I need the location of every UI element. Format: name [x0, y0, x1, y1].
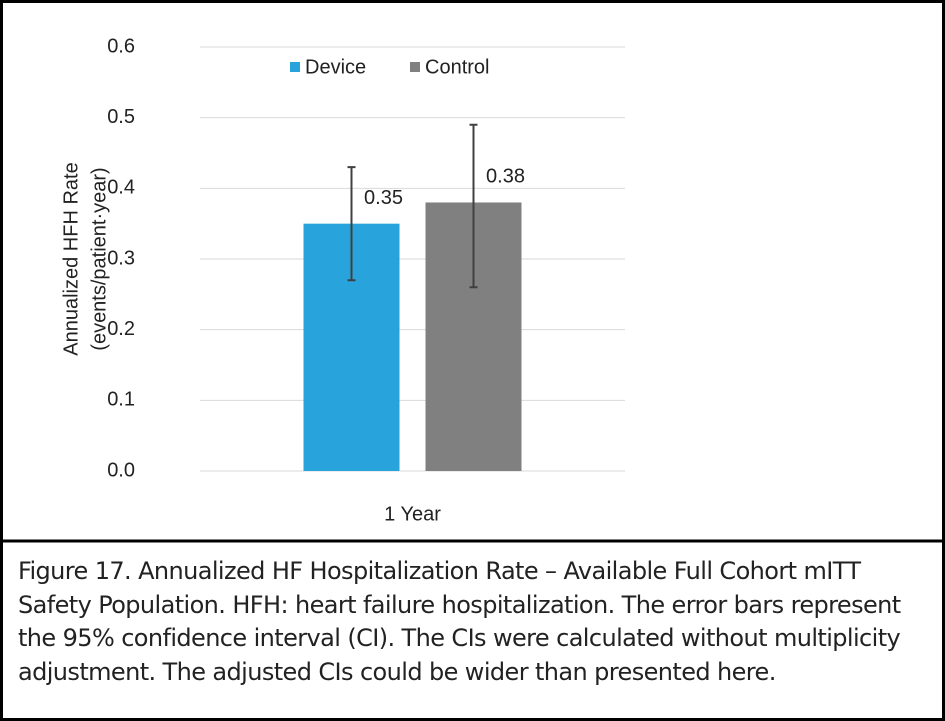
y-tick-label: 0.5 — [107, 106, 135, 128]
chart: 0.0 0.1 0.2 0.3 0.4 0.5 0.6 Annualized HFH Rate… — [0, 35, 945, 543]
y-tick-label: 0.3 — [107, 247, 135, 269]
y-tick-label: 0.6 — [107, 35, 135, 57]
error-bar — [347, 166, 356, 282]
y-tick-label: 0.4 — [107, 177, 135, 199]
legend-label: Control — [425, 56, 489, 78]
x-tick-label: 1 Year — [384, 503, 441, 525]
caption: Figure 17. Annualized HF Hospitalization… — [18, 557, 901, 686]
y-tick-label: 0.1 — [107, 389, 135, 411]
error-bar — [469, 123, 478, 289]
y-tick-label: 0.0 — [107, 459, 135, 481]
y-axis-label: Annualized HFH Rate — [60, 162, 82, 355]
data-label: 0.38 — [486, 166, 525, 188]
y-tick-label: 0.2 — [107, 318, 135, 340]
y-axis-label: (events/patient·year) — [88, 167, 110, 350]
legend-swatch — [410, 62, 420, 72]
legend-swatch — [290, 62, 300, 72]
data-label: 0.35 — [364, 187, 403, 209]
legend-label: Device — [305, 56, 366, 78]
